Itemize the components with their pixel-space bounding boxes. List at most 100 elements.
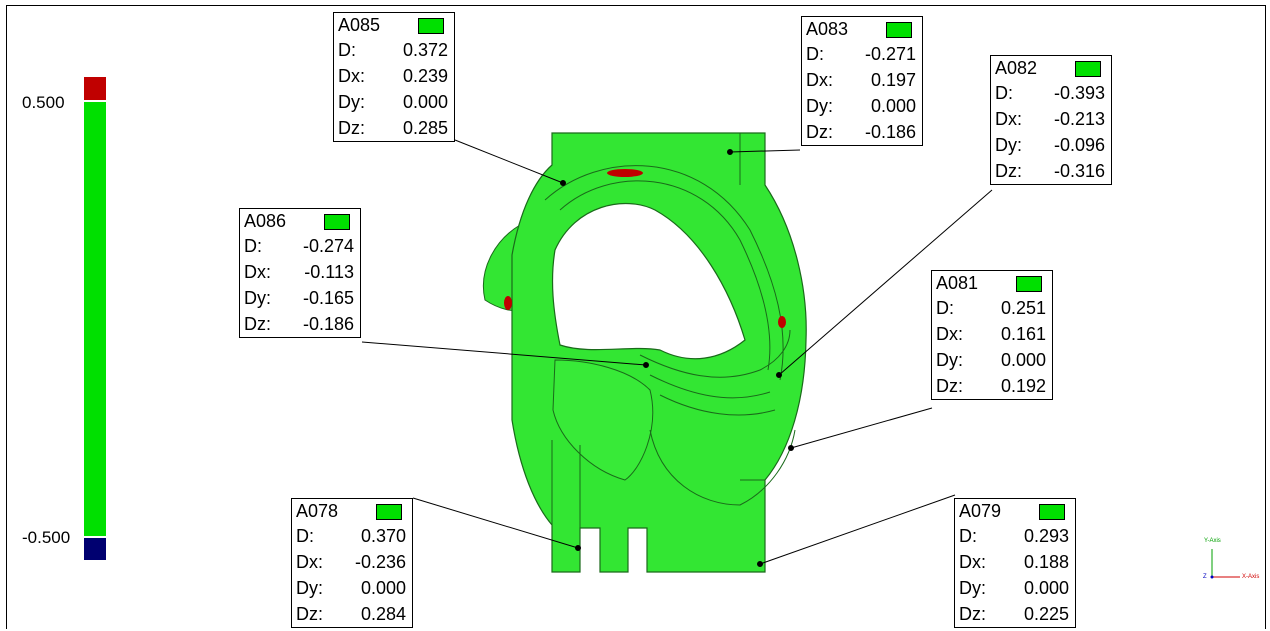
callout-id: A086 (244, 211, 287, 231)
value-dx: 0.239 (402, 66, 448, 86)
value-dx: 0.161 (1000, 324, 1046, 344)
label-dy: Dy: (338, 92, 365, 112)
callout-a083: A083 D: -0.271 Dx: 0.197 Dy: 0.000 Dz: -0.18… (801, 16, 923, 146)
callout-swatch (1075, 61, 1101, 77)
label-dx: Dx: (959, 552, 986, 572)
callout-swatch (324, 214, 350, 230)
value-dx: -0.236 (354, 552, 406, 572)
part-channel (659, 394, 776, 416)
label-d: D: (806, 44, 824, 64)
value-dy: 0.000 (402, 92, 448, 112)
callout-id: A085 (338, 15, 381, 35)
label-dx: Dx: (338, 66, 365, 86)
label-dy: Dy: (296, 578, 323, 598)
callout-id: A078 (296, 501, 339, 521)
deviation-hotspot (504, 296, 512, 310)
callout-a086: A086 D: -0.274 Dx: -0.113 Dy: -0.165 Dz: -0.… (239, 208, 361, 338)
value-d: 0.370 (360, 526, 406, 546)
callout-a081: A081 D: 0.251 Dx: 0.161 Dy: 0.000 Dz: 0.192 (931, 270, 1053, 400)
label-dz: Dz: (296, 604, 323, 624)
value-dz: -0.186 (864, 122, 916, 142)
label-d: D: (936, 298, 954, 318)
scale-low-segment (84, 538, 106, 560)
value-dx: -0.213 (1053, 109, 1105, 129)
label-dx: Dx: (936, 324, 963, 344)
part-channel (559, 180, 771, 371)
part-channel (639, 329, 791, 378)
value-dy: 0.000 (1000, 350, 1046, 370)
part-channel (649, 429, 796, 506)
value-dz: 0.284 (360, 604, 406, 624)
axis-triad: Y-Axis X-Axis Z (1200, 535, 1260, 590)
value-dz: 0.192 (1000, 376, 1046, 396)
value-d: -0.271 (864, 44, 916, 64)
part-channel (649, 374, 771, 399)
value-dz: -0.186 (302, 314, 354, 334)
value-dx: 0.197 (870, 70, 916, 90)
label-dz: Dz: (959, 604, 986, 624)
label-d: D: (296, 526, 314, 546)
y-axis-label: Y-Axis (1204, 538, 1221, 544)
value-dx: -0.113 (304, 262, 354, 282)
deviation-hotspot (607, 169, 643, 177)
label-dy: Dy: (936, 350, 963, 370)
label-dy: Dy: (806, 96, 833, 116)
value-dy: 0.000 (1023, 578, 1069, 598)
label-d: D: (959, 526, 977, 546)
value-d: 0.251 (1000, 298, 1046, 318)
value-d: -0.274 (302, 236, 354, 256)
callout-id: A081 (936, 273, 979, 293)
part-pocket (552, 359, 654, 481)
label-dx: Dx: (244, 262, 271, 282)
value-dy: 0.000 (360, 578, 406, 598)
callout-a085: A085 D: 0.372 Dx: 0.239 Dy: 0.000 Dz: 0.285 (333, 12, 455, 142)
label-dy: Dy: (244, 288, 271, 308)
deviation-hotspot (778, 316, 786, 328)
scale-mid-segment (84, 102, 106, 536)
value-dz: 0.225 (1023, 604, 1069, 624)
viewport-frame (6, 5, 1266, 629)
part-body (511, 132, 807, 573)
callout-swatch (886, 22, 912, 38)
value-dz: -0.316 (1053, 161, 1105, 181)
label-dz: Dz: (936, 376, 963, 396)
callout-id: A083 (806, 19, 849, 39)
value-dx: 0.188 (1023, 552, 1069, 572)
callout-a079: A079 D: 0.293 Dx: 0.188 Dy: 0.000 Dz: 0.225 (954, 498, 1076, 628)
label-dz: Dz: (806, 122, 833, 142)
scale-min-label: -0.500 (22, 528, 71, 547)
label-d: D: (338, 40, 356, 60)
label-dy: Dy: (995, 135, 1022, 155)
label-dx: Dx: (296, 552, 323, 572)
scale-max-label: 0.500 (22, 93, 65, 112)
axis-triad-icon (1210, 549, 1240, 579)
label-dy: Dy: (959, 578, 986, 598)
x-axis-label: X-Axis (1242, 574, 1260, 580)
callout-a082: A082 D: -0.393 Dx: -0.213 Dy: -0.096 Dz: -0.… (990, 55, 1112, 185)
label-dz: Dz: (338, 118, 365, 138)
label-d: D: (244, 236, 262, 256)
scale-high-segment (84, 77, 106, 100)
callout-swatch (1039, 504, 1065, 520)
label-dz: Dz: (244, 314, 271, 334)
callout-swatch (1016, 276, 1042, 292)
callout-swatch (376, 504, 402, 520)
part-edge (551, 133, 765, 528)
value-dy: -0.165 (302, 288, 354, 308)
callout-id: A079 (959, 501, 1002, 521)
label-dx: Dx: (806, 70, 833, 90)
callout-a078: A078 D: 0.370 Dx: -0.236 Dy: 0.000 Dz: 0.284 (291, 498, 413, 628)
value-d: 0.293 (1023, 526, 1069, 546)
callout-swatch (418, 18, 444, 34)
label-dx: Dx: (995, 109, 1022, 129)
callout-id: A082 (995, 58, 1038, 78)
label-dz: Dz: (995, 161, 1022, 181)
value-dy: -0.096 (1053, 135, 1105, 155)
value-dy: 0.000 (870, 96, 916, 116)
z-axis-label: Z (1203, 574, 1207, 580)
value-dz: 0.285 (402, 118, 448, 138)
value-d: 0.372 (402, 40, 448, 60)
value-d: -0.393 (1053, 83, 1105, 103)
label-d: D: (995, 83, 1013, 103)
